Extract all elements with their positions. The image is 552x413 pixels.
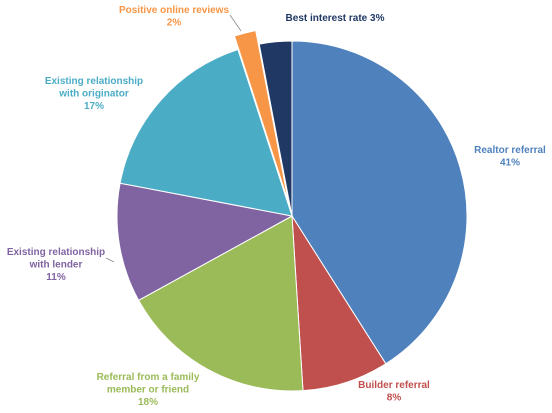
pie-slice-positive-online-reviews <box>233 29 290 203</box>
slice-label-best-interest-rate: Best interest rate 3% <box>286 13 385 24</box>
slice-labels: Realtor referral 41% Builder referral 8% Ref… <box>7 5 546 408</box>
slice-label-existing-relationship-with-originator: Existing relationship with originator 17% <box>45 76 143 112</box>
slice-label-positive-online-reviews: Positive online reviews 2% <box>119 5 229 29</box>
slice-label-realtor-referral: Realtor referral 41% <box>474 145 546 169</box>
pie-slice-existing-relationship-with-originator <box>119 48 293 217</box>
leader-lines <box>105 14 242 263</box>
pie-slice-existing-relationship-with-lender <box>116 182 294 301</box>
slice-label-builder-referral: Builder referral 8% <box>358 380 430 404</box>
slice-label-referral-from-a-family-member-or-friend: Referral from a family member or friend 18… <box>97 372 200 408</box>
pie-slice-referral-from-a-family-member-or-friend <box>137 215 304 392</box>
slice-label-existing-relationship-with-lender: Existing relationship with lender 11% <box>7 247 105 283</box>
leader-line <box>229 14 242 32</box>
pie-slice-best-interest-rate <box>258 40 293 217</box>
pie-slices <box>116 29 468 392</box>
pie-slice-realtor-referral <box>291 40 468 365</box>
leader-line <box>105 257 115 263</box>
